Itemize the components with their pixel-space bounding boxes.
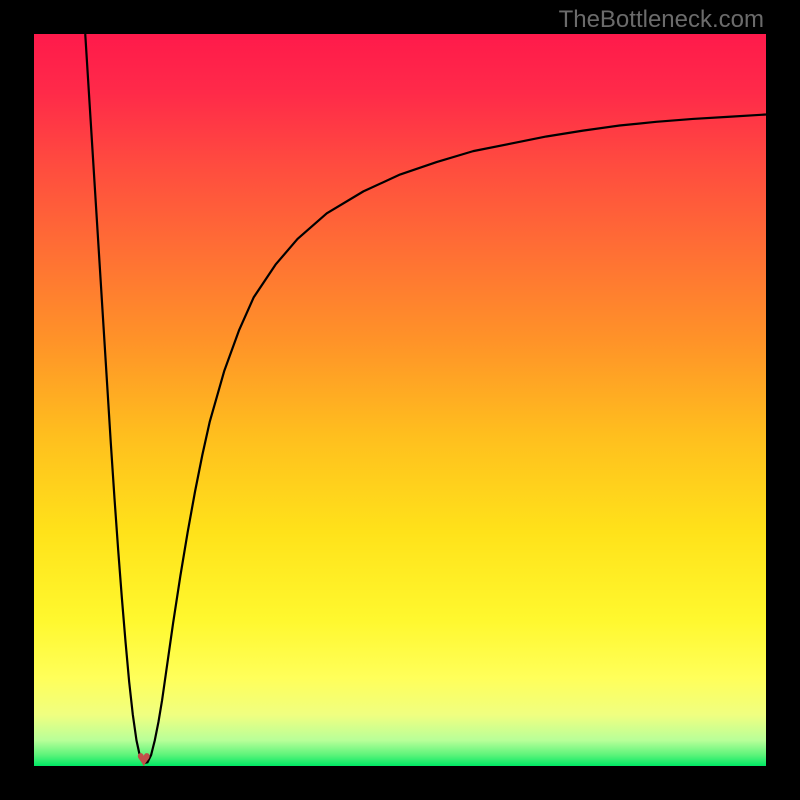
- plot-area: ♥: [34, 34, 766, 766]
- bottleneck-curve: ♥: [34, 34, 766, 766]
- curve-path: [85, 34, 766, 763]
- heart-icon: ♥: [137, 747, 151, 766]
- watermark-text: TheBottleneck.com: [559, 6, 764, 34]
- chart-frame: ♥ TheBottleneck.com: [0, 0, 800, 800]
